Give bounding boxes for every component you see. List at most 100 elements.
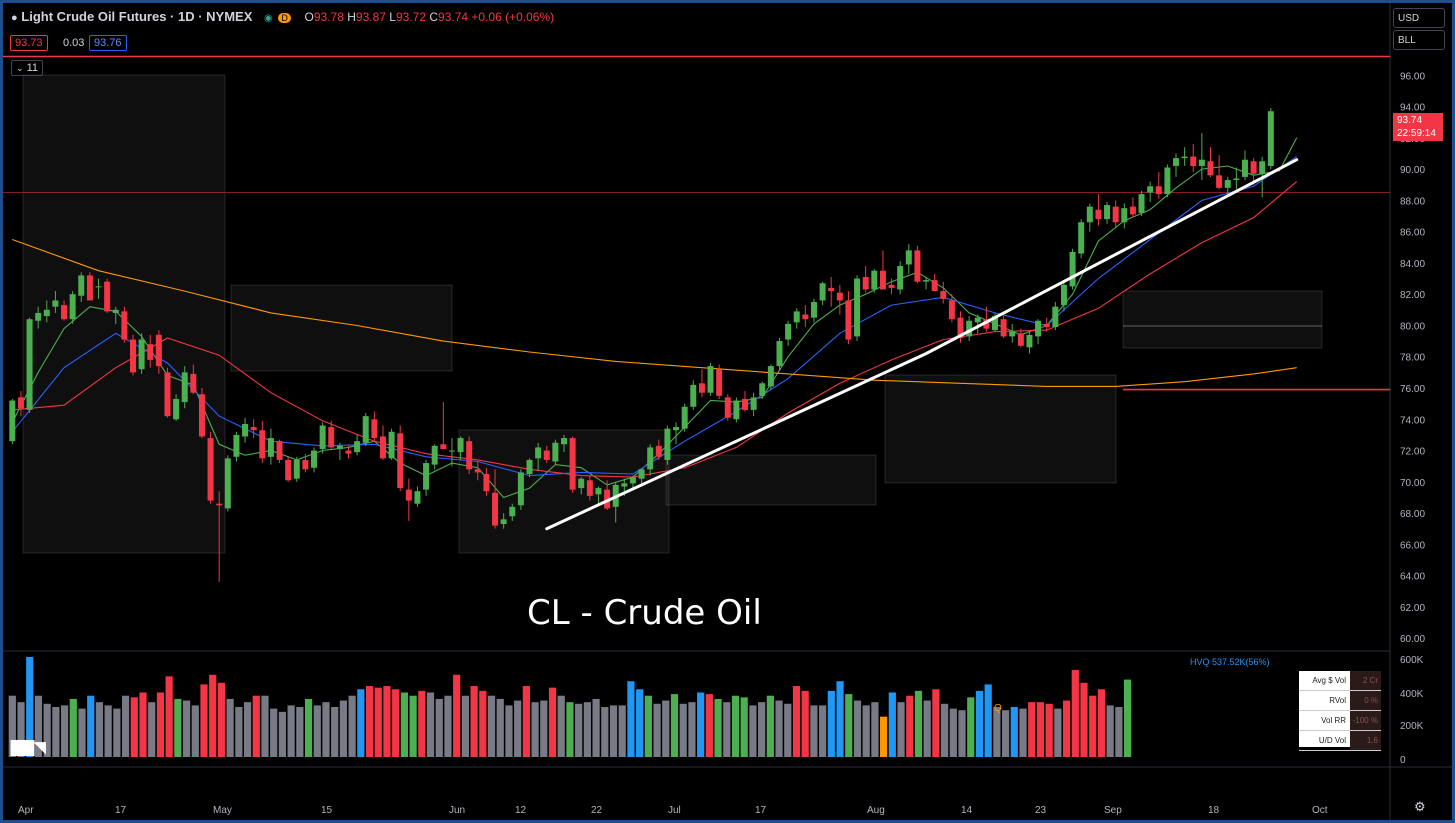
- candle-body: [854, 278, 861, 337]
- volume-bar: [880, 716, 888, 757]
- candle-body: [61, 305, 68, 320]
- volume-bar: [583, 702, 591, 757]
- candle-body: [629, 477, 636, 484]
- candle-body: [569, 438, 576, 490]
- candle-body: [793, 311, 800, 323]
- stat-row: RVol 0 %: [1299, 691, 1381, 711]
- candle-body: [259, 430, 266, 459]
- indicators-toggle[interactable]: ⌄ 11: [11, 60, 44, 76]
- range-box: [1122, 290, 1323, 349]
- candle-body: [1121, 208, 1128, 223]
- close-value: 93.74: [438, 10, 469, 24]
- volume-bar: [217, 682, 226, 757]
- time-tick-label: 18: [1208, 805, 1220, 816]
- high-label: H: [347, 10, 356, 24]
- candle-body: [69, 294, 76, 320]
- volume-bar: [26, 657, 34, 757]
- volume-bar: [993, 707, 1001, 757]
- volume-bar: [723, 702, 731, 757]
- volume-bar: [426, 692, 435, 757]
- indicators-count: 11: [26, 62, 39, 74]
- settings-gear-icon[interactable]: ⚙: [1414, 799, 1426, 814]
- volume-bar: [69, 698, 77, 757]
- volume-bar: [200, 684, 208, 757]
- volume-bar: [287, 705, 295, 757]
- candle-body: [1060, 284, 1067, 306]
- volume-bar: [496, 698, 504, 757]
- candle-body: [1224, 180, 1231, 188]
- bid-badge[interactable]: 93.73: [10, 35, 48, 51]
- volume-bar: [862, 705, 870, 757]
- time-tick-label: Apr: [18, 805, 34, 816]
- hvq-label: HVQ 537.52K(56%): [1190, 657, 1270, 667]
- price-tick-label: 70.00: [1400, 478, 1425, 489]
- volume-bar: [357, 689, 365, 757]
- volume-bar: [174, 698, 182, 757]
- candle-body: [388, 431, 395, 459]
- volume-bar: [1115, 707, 1123, 757]
- currency-select[interactable]: USD: [1393, 8, 1445, 28]
- candle-body: [819, 283, 826, 301]
- candle-body: [414, 491, 421, 504]
- candle-body: [1052, 306, 1059, 328]
- volume-bar: [557, 695, 565, 757]
- volume-bar: [304, 698, 313, 757]
- candle-body: [405, 489, 412, 501]
- candle-body: [1129, 206, 1136, 215]
- volume-bar: [775, 700, 783, 757]
- time-tick-label: Jul: [668, 805, 681, 816]
- last-price: 93.74: [1397, 115, 1423, 126]
- annotation-text[interactable]: CL - Crude Oil: [527, 593, 762, 633]
- chart-window: 98.0096.0094.0092.0090.0088.0086.0084.00…: [3, 3, 1452, 820]
- candle-body: [948, 300, 955, 320]
- volume-bar: [644, 695, 652, 757]
- price-tick-label: 72.00: [1400, 447, 1425, 458]
- candle-body: [578, 478, 585, 489]
- period-badge[interactable]: D: [278, 13, 291, 23]
- candle-body: [224, 458, 231, 509]
- ask-badge[interactable]: 93.76: [89, 35, 127, 51]
- volume-bar: [914, 690, 923, 757]
- candle-body: [336, 445, 343, 449]
- price-tick-label: 96.00: [1400, 71, 1425, 82]
- volume-bar: [514, 700, 522, 757]
- volume-bar: [575, 703, 583, 757]
- price-tick-label: 84.00: [1400, 259, 1425, 270]
- volume-bar: [1001, 710, 1010, 757]
- candle-body: [604, 489, 611, 509]
- candle-body: [164, 372, 171, 417]
- stats-table: Avg $ Vol 2 Cr RVol 0 % Vol RR -100 % U/D V…: [1299, 671, 1381, 751]
- volume-bar: [156, 692, 165, 757]
- volume-tick-label: 200K: [1400, 721, 1424, 732]
- volume-bar: [113, 708, 121, 757]
- chevron-down-icon: ⌄: [16, 63, 24, 73]
- volume-bar: [853, 700, 862, 757]
- candle-body: [966, 320, 973, 337]
- price-chart[interactable]: 98.0096.0094.0092.0090.0088.0086.0084.00…: [3, 3, 1452, 820]
- chart-title[interactable]: Light Crude Oil Futures · 1D · NYMEX: [21, 9, 253, 24]
- candle-body: [1181, 156, 1188, 159]
- candle-body: [95, 286, 102, 288]
- candle-body: [690, 384, 697, 407]
- candle-body: [397, 433, 404, 489]
- price-tick-label: 74.00: [1400, 415, 1425, 426]
- volume-bar: [714, 698, 722, 757]
- unit-select[interactable]: BLL: [1393, 30, 1445, 50]
- candle-body: [17, 397, 24, 409]
- volume-bar: [252, 695, 260, 757]
- time-tick-label: Aug: [867, 805, 885, 816]
- candle-body: [940, 291, 947, 299]
- candle-body: [1198, 159, 1205, 166]
- volume-bar: [679, 703, 687, 757]
- candle-body: [802, 314, 809, 320]
- price-tick-label: 62.00: [1400, 603, 1425, 614]
- volume-bar: [627, 681, 635, 757]
- volume-bar: [670, 694, 679, 757]
- candle-body: [785, 323, 792, 340]
- volume-bar: [1054, 708, 1062, 757]
- candle-body: [776, 341, 783, 367]
- candle-body: [716, 369, 723, 396]
- volume-bar: [749, 705, 757, 757]
- close-label: C: [429, 10, 439, 24]
- volume-bar: [688, 702, 696, 757]
